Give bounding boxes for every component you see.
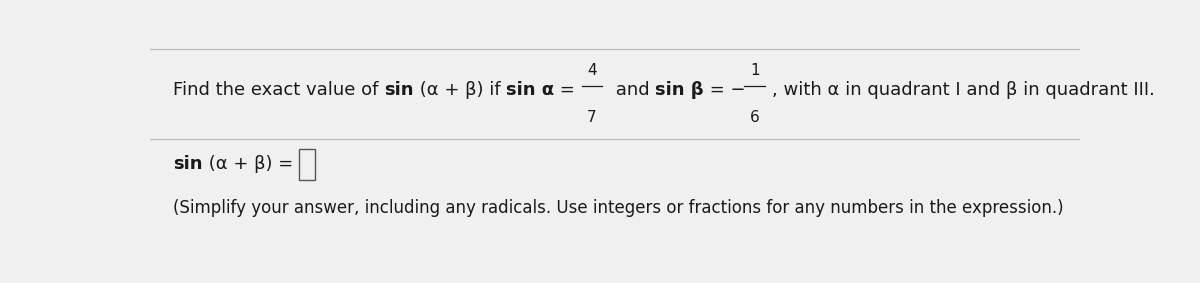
Text: sin α: sin α xyxy=(506,81,554,99)
Text: 6: 6 xyxy=(750,110,760,125)
Text: Find the exact value of: Find the exact value of xyxy=(173,81,384,99)
Text: 7: 7 xyxy=(587,110,596,125)
Text: 4: 4 xyxy=(587,63,596,78)
Text: , with α in quadrant I and β in quadrant III.: , with α in quadrant I and β in quadrant… xyxy=(773,81,1156,99)
Text: = −: = − xyxy=(703,81,745,99)
Text: sin β: sin β xyxy=(655,81,703,99)
Text: sin: sin xyxy=(384,81,414,99)
FancyBboxPatch shape xyxy=(299,149,316,180)
Text: =: = xyxy=(554,81,581,99)
Text: (α + β) if: (α + β) if xyxy=(414,81,506,99)
Text: and: and xyxy=(610,81,655,99)
Text: (Simplify your answer, including any radicals. Use integers or fractions for any: (Simplify your answer, including any rad… xyxy=(173,199,1064,217)
Text: sin: sin xyxy=(173,155,203,173)
Text: 1: 1 xyxy=(750,63,760,78)
Text: (α + β) =: (α + β) = xyxy=(203,155,299,173)
